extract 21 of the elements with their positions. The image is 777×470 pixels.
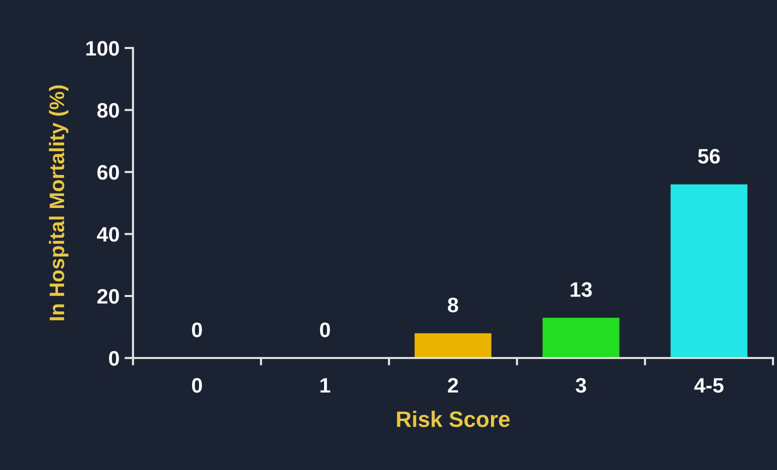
x-tick-label: 2 — [448, 378, 458, 393]
y-tick-label: 80 — [97, 103, 119, 118]
bar — [670, 184, 748, 358]
x-tick-label: 0 — [192, 378, 202, 393]
x-tick-label: 3 — [576, 378, 586, 393]
x-axis-title: Risk Score — [397, 410, 510, 428]
y-axis-title: In Hospital Mortality (%) — [48, 85, 68, 320]
bar — [542, 318, 620, 358]
data-label: 8 — [448, 298, 458, 312]
data-label: 0 — [320, 322, 330, 338]
x-tick-label: 4-5 — [694, 378, 724, 393]
y-tick-label: 0 — [109, 351, 119, 366]
data-label: 56 — [698, 148, 720, 164]
data-label: 13 — [570, 282, 592, 297]
data-label: 0 — [192, 322, 202, 338]
y-tick-label: 100 — [86, 41, 119, 56]
y-tick-label: 60 — [97, 165, 119, 180]
x-tick-label: 1 — [320, 378, 330, 393]
bar — [414, 333, 492, 358]
y-tick-label: 40 — [96, 227, 119, 242]
y-tick-label: 20 — [97, 289, 119, 304]
